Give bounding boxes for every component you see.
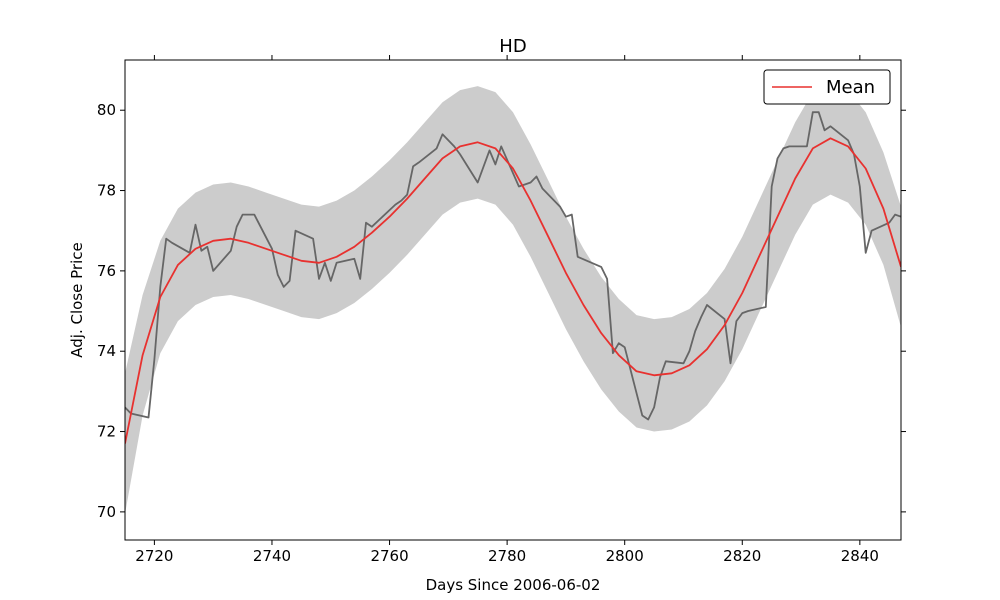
y-tick-label: 74 bbox=[97, 342, 116, 360]
chart-title: HD bbox=[499, 36, 526, 57]
x-tick-label: 2740 bbox=[253, 547, 291, 565]
y-tick-label: 80 bbox=[97, 101, 116, 119]
x-tick-label: 2800 bbox=[606, 547, 644, 565]
x-tick-label: 2780 bbox=[488, 547, 526, 565]
y-axis-title: Adj. Close Price bbox=[68, 242, 86, 357]
x-tick-label: 2820 bbox=[723, 547, 761, 565]
legend-label-mean: Mean bbox=[826, 77, 875, 98]
mean-line bbox=[125, 137, 901, 444]
ticks-layer: 2720 2740 2760 2780 2800 2820 2840 70 72 74 76 78 80 bbox=[97, 55, 906, 565]
y-tick-label: 76 bbox=[97, 262, 116, 280]
x-tick-label: 2840 bbox=[841, 547, 879, 565]
observed-layer bbox=[125, 111, 901, 421]
confidence-band-layer bbox=[125, 82, 901, 514]
mean-layer bbox=[125, 137, 901, 444]
legend-box bbox=[763, 69, 891, 105]
plot-frame bbox=[124, 59, 902, 541]
x-tick-label: 2720 bbox=[135, 547, 173, 565]
confidence-band bbox=[125, 82, 901, 514]
legend: Mean bbox=[763, 69, 891, 105]
x-tick-label: 2760 bbox=[370, 547, 408, 565]
y-tick-label: 70 bbox=[97, 503, 116, 521]
y-tick-label: 78 bbox=[97, 182, 116, 200]
observed-price-line bbox=[125, 111, 901, 421]
x-axis-title: Days Since 2006-06-02 bbox=[426, 576, 601, 594]
y-tick-label: 72 bbox=[97, 423, 116, 441]
